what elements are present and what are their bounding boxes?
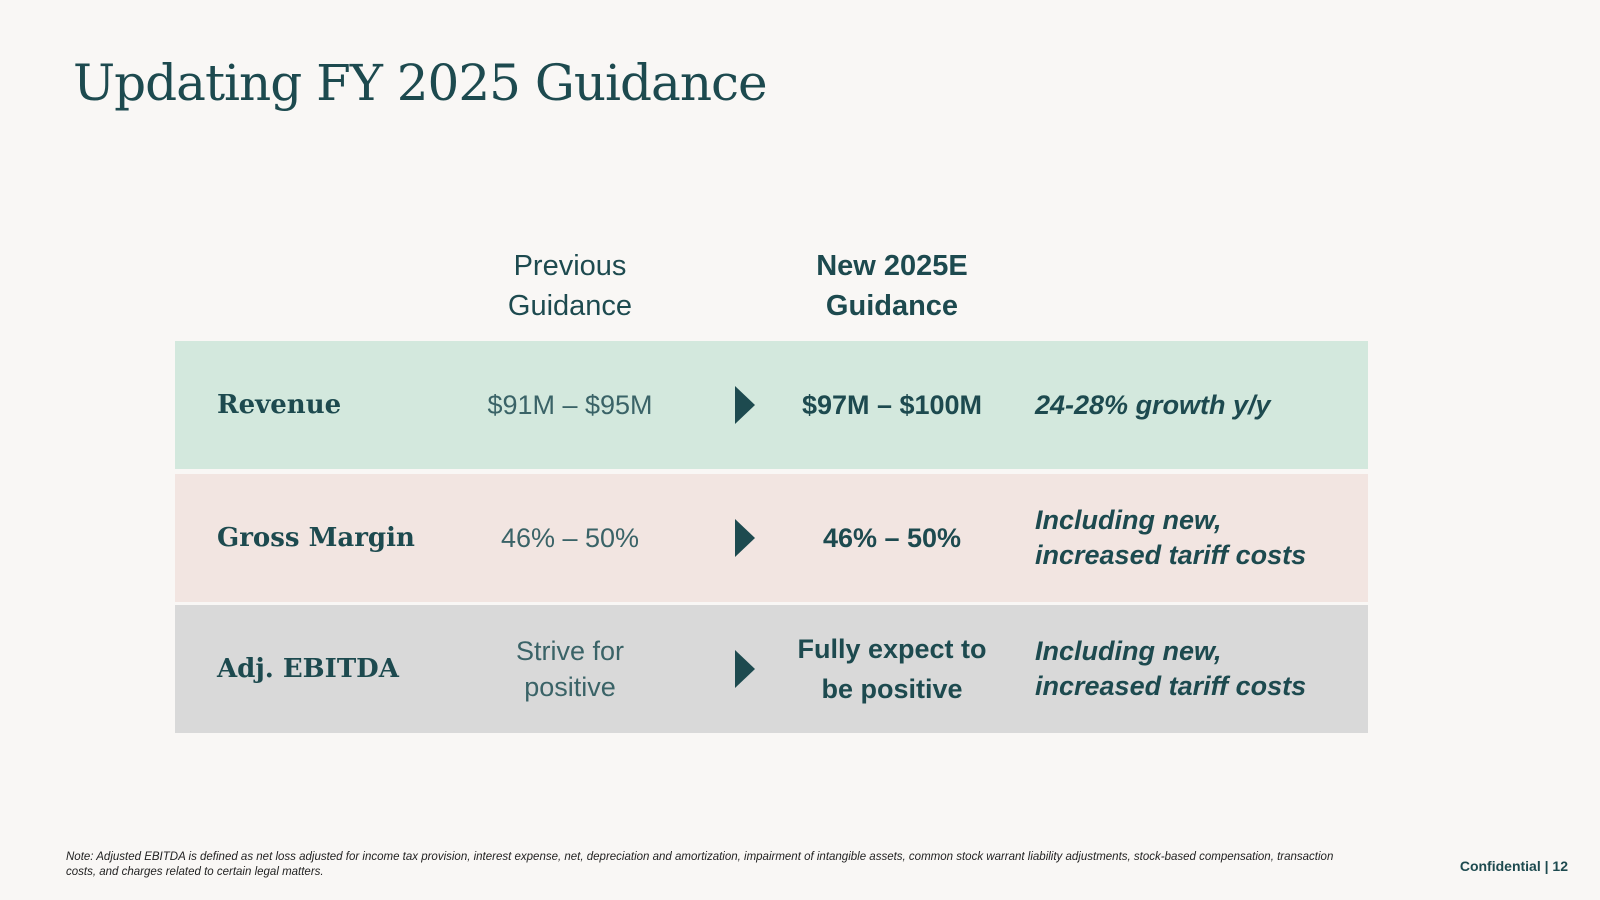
new-guidance-value: Fully expect to be positive [797, 634, 987, 704]
guidance-note: 24-28% growth y/y [1035, 389, 1271, 420]
previous-guidance-value: 46% – 50% [500, 523, 640, 553]
metric-label: Revenue [217, 390, 342, 420]
header-previous-line1: Previous [513, 250, 627, 282]
header-previous-guidance: Previous Guidance [440, 246, 700, 326]
footnote: Note: Adjusted EBITDA is defined as net … [66, 851, 1334, 878]
new-guidance-value: 46% – 50% [822, 523, 962, 553]
previous-guidance-value: Strive for positive [515, 636, 625, 702]
new-guidance-value: $97M – $100M [801, 390, 983, 420]
metric-label: Gross Margin [217, 523, 415, 553]
triangle-right-icon [730, 474, 760, 602]
confidential-page-number: Confidential | 12 [1459, 858, 1568, 874]
guidance-note: Including new, increased tariff costs [1035, 636, 1307, 701]
triangle-right-icon [730, 605, 760, 733]
header-new-guidance: New 2025E Guidance [762, 246, 1022, 326]
guidance-note: Including new, increased tariff costs [1035, 505, 1307, 570]
table-row-adj-ebitda: Adj. EBITDA Strive for positive Fully ex… [175, 605, 1368, 733]
slide-title: Updating FY 2025 Guidance [73, 54, 768, 112]
header-new-line1: New 2025E [816, 250, 968, 282]
header-previous-line2: Guidance [507, 290, 633, 322]
previous-guidance-value: $91M – $95M [487, 390, 653, 420]
table-row-revenue: Revenue $91M – $95M $97M – $100M 24-28% … [175, 341, 1368, 469]
metric-label: Adj. EBITDA [217, 654, 399, 684]
header-new-line2: Guidance [825, 290, 959, 322]
triangle-right-icon [730, 341, 760, 469]
table-row-gross-margin: Gross Margin 46% – 50% 46% – 50% Includi… [175, 474, 1368, 602]
